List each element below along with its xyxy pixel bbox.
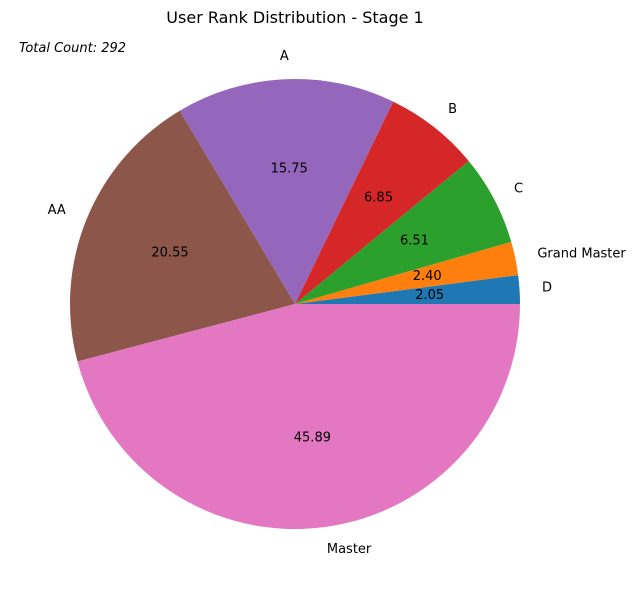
slice-label-d: D [542,281,552,296]
pct-label-b: 6.85 [364,190,393,205]
pct-label-aa: 20.55 [151,246,188,261]
slice-label-aa: AA [48,203,66,218]
slice-label-grand-master: Grand Master [537,246,626,261]
chart-title: User Rank Distribution - Stage 1 [166,8,424,27]
pie-slice-d [295,275,520,304]
slice-label-c: C [514,181,523,196]
slice-label-master: Master [327,542,372,557]
pie-slice-grand-master [295,241,519,304]
pct-label-a: 15.75 [271,162,308,177]
pct-label-d: 2.05 [415,288,444,303]
pct-label-c: 6.51 [400,234,429,249]
pie-slice-c [295,161,512,304]
pct-label-master: 45.89 [294,430,331,445]
pct-label-grand-master: 2.40 [413,269,442,284]
pie-slice-aa [69,110,295,362]
total-count-annotation: Total Count: 292 [19,41,127,56]
slice-label-a: A [280,49,289,64]
pie-slice-b [295,101,469,305]
pie-slice-master [77,304,520,530]
pie-slice-a [179,79,394,304]
slice-label-b: B [448,102,457,117]
